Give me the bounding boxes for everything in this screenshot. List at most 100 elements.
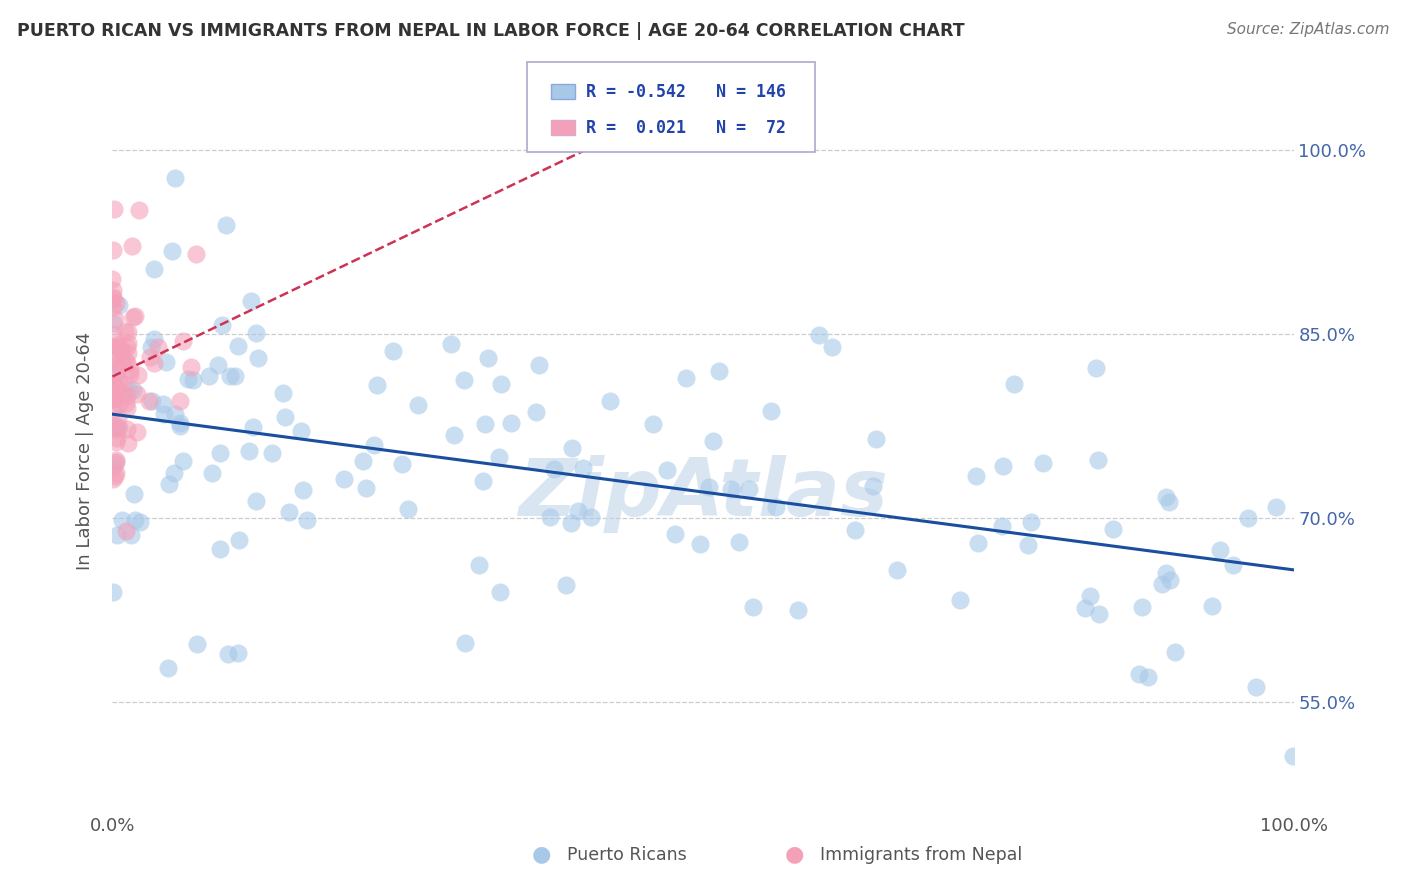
Point: [105, 382, 128, 396]
Point: [125, 387, 148, 401]
Point: [115, 395, 138, 409]
Point: [105, 527, 128, 541]
Point: [117, 326, 139, 340]
Point: [489, 377, 512, 392]
Point: [965, 469, 987, 483]
Point: [499, 416, 522, 430]
Point: [742, 600, 765, 615]
Point: [101, 368, 124, 383]
Point: [1237, 511, 1260, 525]
Point: [689, 537, 711, 551]
Point: [115, 401, 138, 415]
Point: [477, 351, 499, 365]
Point: [117, 345, 139, 359]
Point: [332, 473, 354, 487]
Point: [759, 404, 782, 418]
Text: R = -0.542   N = 146: R = -0.542 N = 146: [586, 83, 786, 101]
Point: [1085, 361, 1108, 376]
Point: [103, 202, 125, 216]
Point: [101, 390, 124, 404]
Point: [105, 434, 128, 449]
Point: [121, 239, 143, 253]
Point: [391, 457, 413, 471]
Point: [104, 295, 127, 310]
Point: [657, 462, 679, 476]
Point: [396, 502, 419, 516]
Point: [117, 436, 139, 450]
Text: ●: ●: [785, 845, 804, 864]
Point: [808, 327, 831, 342]
Point: [103, 392, 125, 406]
Point: [226, 339, 249, 353]
Point: [138, 350, 160, 364]
Point: [125, 425, 148, 439]
Point: [111, 513, 134, 527]
Point: [104, 452, 127, 467]
Point: [1164, 644, 1187, 658]
Point: [991, 518, 1014, 533]
Point: [727, 534, 749, 549]
Point: [138, 394, 160, 409]
Point: [238, 444, 260, 458]
Point: [101, 243, 124, 257]
Point: [115, 422, 138, 436]
Point: [1281, 749, 1303, 764]
Point: [103, 403, 125, 417]
Point: [103, 421, 125, 435]
Point: [156, 660, 179, 674]
Point: [1101, 522, 1123, 536]
Point: [103, 351, 125, 365]
Point: [107, 411, 129, 425]
Text: ●: ●: [531, 845, 551, 864]
Point: [169, 393, 191, 408]
Point: [146, 340, 169, 354]
Point: [172, 334, 194, 348]
Point: [1019, 515, 1042, 529]
Point: [540, 510, 562, 524]
Point: [1222, 558, 1244, 572]
Point: [104, 377, 127, 392]
Point: [738, 482, 761, 496]
Point: [697, 480, 720, 494]
Point: [599, 394, 621, 409]
Point: [561, 442, 583, 456]
Point: [218, 369, 240, 384]
Point: [107, 422, 129, 436]
Point: [101, 301, 124, 315]
Point: [224, 368, 246, 383]
Point: [129, 515, 152, 529]
Point: [1128, 667, 1150, 681]
Point: [862, 479, 884, 493]
Point: [107, 419, 129, 434]
Point: [454, 636, 477, 650]
Point: [488, 450, 510, 465]
Point: [105, 340, 128, 354]
Point: [1154, 566, 1177, 580]
Point: [180, 359, 202, 374]
Point: [242, 420, 264, 434]
Point: [157, 477, 180, 491]
Point: [103, 473, 125, 487]
Point: [121, 310, 143, 324]
Y-axis label: In Labor Force | Age 20-64: In Labor Force | Age 20-64: [76, 331, 94, 570]
Point: [115, 340, 138, 354]
Point: [664, 527, 686, 541]
Point: [1088, 607, 1111, 622]
Point: [765, 500, 787, 514]
Point: [217, 647, 239, 661]
Point: [1201, 599, 1223, 614]
Point: [169, 418, 191, 433]
Point: [215, 218, 238, 232]
Point: [143, 356, 166, 370]
Point: [117, 336, 139, 351]
Point: [271, 386, 294, 401]
Point: [297, 513, 319, 527]
Point: [572, 461, 595, 475]
Point: [260, 445, 283, 459]
Point: [1130, 599, 1153, 614]
Point: [1002, 376, 1025, 391]
Point: [118, 363, 141, 377]
Point: [101, 353, 124, 368]
Point: [1032, 456, 1054, 470]
Point: [406, 398, 429, 412]
